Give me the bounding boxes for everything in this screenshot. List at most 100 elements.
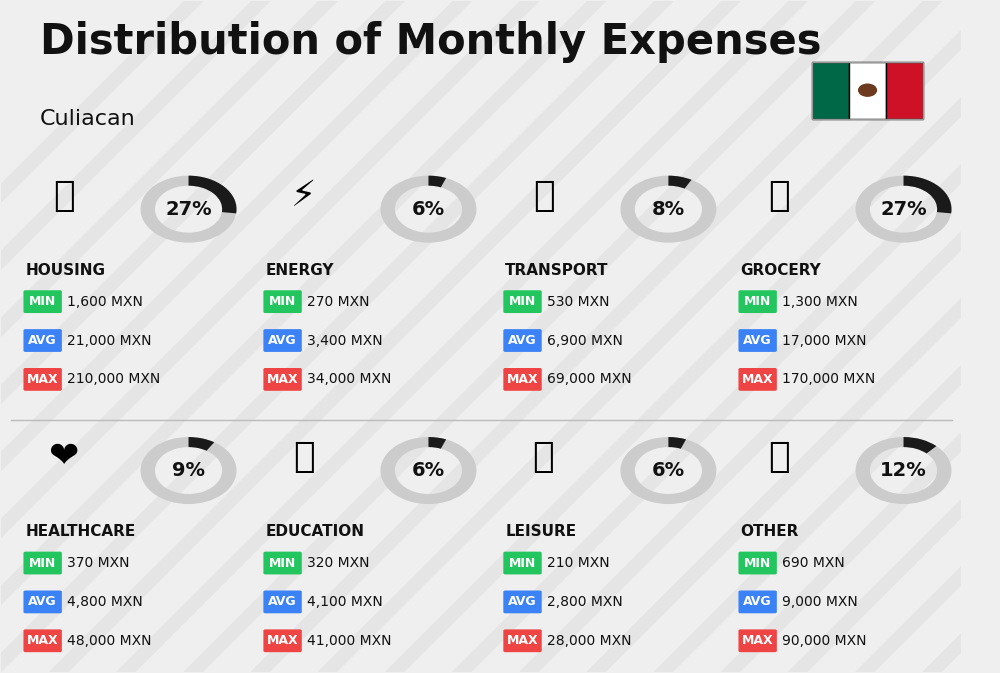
Text: 💰: 💰 — [768, 440, 790, 474]
FancyBboxPatch shape — [738, 368, 777, 391]
FancyBboxPatch shape — [263, 629, 302, 652]
Text: MIN: MIN — [744, 557, 771, 569]
FancyBboxPatch shape — [23, 290, 62, 313]
Text: 6,900 MXN: 6,900 MXN — [547, 334, 622, 347]
Text: MIN: MIN — [269, 295, 296, 308]
Text: 27%: 27% — [165, 200, 212, 219]
Text: 🎓: 🎓 — [293, 440, 315, 474]
Text: AVG: AVG — [268, 596, 297, 608]
Text: 21,000 MXN: 21,000 MXN — [67, 334, 151, 347]
FancyBboxPatch shape — [503, 329, 542, 352]
FancyBboxPatch shape — [263, 552, 302, 575]
Text: EDUCATION: EDUCATION — [265, 524, 364, 539]
Text: 210 MXN: 210 MXN — [547, 556, 609, 570]
Text: MIN: MIN — [29, 557, 56, 569]
Text: 41,000 MXN: 41,000 MXN — [307, 634, 391, 648]
Wedge shape — [189, 176, 237, 213]
Text: 9,000 MXN: 9,000 MXN — [782, 595, 857, 609]
Text: 🛒: 🛒 — [768, 179, 790, 213]
Text: MIN: MIN — [744, 295, 771, 308]
Text: 2,800 MXN: 2,800 MXN — [547, 595, 622, 609]
Wedge shape — [904, 437, 936, 454]
Wedge shape — [189, 437, 214, 451]
Text: MAX: MAX — [27, 373, 58, 386]
Text: 4,800 MXN: 4,800 MXN — [67, 595, 142, 609]
Text: MAX: MAX — [507, 373, 538, 386]
Wedge shape — [904, 176, 952, 213]
Text: AVG: AVG — [28, 334, 57, 347]
Text: ❤️: ❤️ — [49, 440, 79, 474]
Text: 28,000 MXN: 28,000 MXN — [547, 634, 631, 648]
Wedge shape — [380, 437, 476, 504]
Wedge shape — [856, 437, 952, 504]
FancyBboxPatch shape — [503, 629, 542, 652]
Text: TRANSPORT: TRANSPORT — [505, 262, 609, 278]
Text: AVG: AVG — [743, 334, 772, 347]
Text: MIN: MIN — [509, 557, 536, 569]
Text: 12%: 12% — [880, 461, 927, 480]
Text: Distribution of Monthly Expenses: Distribution of Monthly Expenses — [40, 22, 821, 63]
Wedge shape — [620, 437, 716, 504]
Text: 3,400 MXN: 3,400 MXN — [307, 334, 382, 347]
Wedge shape — [380, 176, 476, 243]
FancyBboxPatch shape — [23, 368, 62, 391]
Text: MAX: MAX — [507, 634, 538, 647]
Wedge shape — [428, 176, 446, 187]
Text: 530 MXN: 530 MXN — [547, 295, 609, 309]
FancyBboxPatch shape — [503, 590, 542, 613]
Text: 48,000 MXN: 48,000 MXN — [67, 634, 151, 648]
FancyBboxPatch shape — [23, 629, 62, 652]
Text: AVG: AVG — [268, 334, 297, 347]
FancyBboxPatch shape — [738, 590, 777, 613]
FancyBboxPatch shape — [503, 368, 542, 391]
FancyBboxPatch shape — [503, 552, 542, 575]
Text: 27%: 27% — [880, 200, 927, 219]
Text: AVG: AVG — [28, 596, 57, 608]
Text: 6%: 6% — [652, 461, 685, 480]
Text: 🏢: 🏢 — [53, 179, 75, 213]
Wedge shape — [668, 437, 686, 449]
FancyBboxPatch shape — [812, 62, 849, 118]
Wedge shape — [856, 176, 952, 243]
Text: 17,000 MXN: 17,000 MXN — [782, 334, 866, 347]
Text: 270 MXN: 270 MXN — [307, 295, 369, 309]
Text: AVG: AVG — [508, 596, 537, 608]
Wedge shape — [668, 176, 692, 188]
FancyBboxPatch shape — [23, 590, 62, 613]
Text: MAX: MAX — [742, 373, 773, 386]
Text: MIN: MIN — [29, 295, 56, 308]
Text: 1,300 MXN: 1,300 MXN — [782, 295, 857, 309]
Text: 210,000 MXN: 210,000 MXN — [67, 372, 160, 386]
Text: MAX: MAX — [267, 634, 298, 647]
Text: HEALTHCARE: HEALTHCARE — [25, 524, 136, 539]
FancyBboxPatch shape — [263, 290, 302, 313]
Text: 34,000 MXN: 34,000 MXN — [307, 372, 391, 386]
Text: 4,100 MXN: 4,100 MXN — [307, 595, 382, 609]
FancyBboxPatch shape — [738, 552, 777, 575]
Text: 370 MXN: 370 MXN — [67, 556, 129, 570]
Text: 6%: 6% — [412, 200, 445, 219]
Text: GROCERY: GROCERY — [740, 262, 821, 278]
FancyBboxPatch shape — [263, 368, 302, 391]
Text: 90,000 MXN: 90,000 MXN — [782, 634, 866, 648]
Text: 8%: 8% — [652, 200, 685, 219]
Text: LEISURE: LEISURE — [505, 524, 576, 539]
FancyBboxPatch shape — [886, 62, 923, 118]
Text: 1,600 MXN: 1,600 MXN — [67, 295, 143, 309]
Text: 🚌: 🚌 — [533, 179, 554, 213]
Text: MIN: MIN — [509, 295, 536, 308]
Text: 170,000 MXN: 170,000 MXN — [782, 372, 875, 386]
Text: 🛍️: 🛍️ — [533, 440, 554, 474]
Text: AVG: AVG — [743, 596, 772, 608]
Text: MIN: MIN — [269, 557, 296, 569]
FancyBboxPatch shape — [738, 290, 777, 313]
Text: HOUSING: HOUSING — [25, 262, 105, 278]
Text: 69,000 MXN: 69,000 MXN — [547, 372, 631, 386]
Text: 6%: 6% — [412, 461, 445, 480]
Circle shape — [858, 83, 877, 97]
Text: 320 MXN: 320 MXN — [307, 556, 369, 570]
Text: MAX: MAX — [267, 373, 298, 386]
Text: AVG: AVG — [508, 334, 537, 347]
Text: 690 MXN: 690 MXN — [782, 556, 844, 570]
FancyBboxPatch shape — [263, 329, 302, 352]
